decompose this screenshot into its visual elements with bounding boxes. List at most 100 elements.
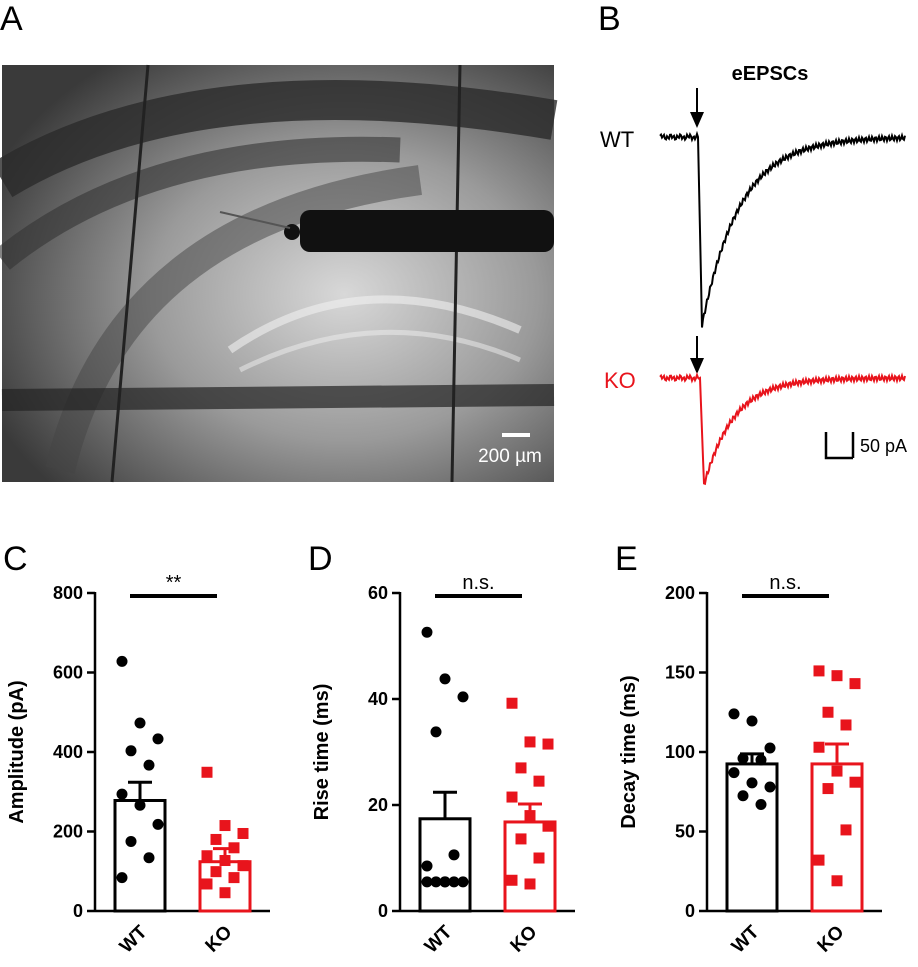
data-point [116, 872, 128, 884]
panel-label: D [308, 540, 333, 578]
data-point [542, 820, 554, 832]
data-point [515, 762, 527, 774]
data-point [210, 833, 222, 845]
data-point [533, 775, 545, 787]
data-point [201, 878, 213, 890]
data-point [506, 697, 518, 709]
data-point [457, 691, 469, 703]
data-point [152, 733, 164, 745]
data-point [849, 776, 861, 788]
data-point [143, 852, 155, 864]
trace [659, 130, 906, 328]
y-tick-label: 0 [378, 901, 388, 921]
stim-arrow [690, 88, 704, 374]
x-tick-label: KO [507, 922, 542, 957]
data-point [439, 673, 451, 685]
data-point [813, 665, 825, 677]
data-point [840, 824, 852, 836]
significance-label: n.s. [462, 572, 494, 594]
data-point [755, 754, 767, 766]
significance-label: n.s. [769, 572, 801, 594]
y-tick-label: 600 [53, 663, 83, 683]
y-tick-label: 60 [368, 583, 388, 603]
x-tick-label: WT [421, 921, 457, 957]
data-point [201, 850, 213, 862]
trace-title: eEPSCs [732, 63, 809, 85]
data-point [125, 745, 137, 757]
y-tick-label: 0 [73, 901, 83, 921]
trace [659, 371, 906, 486]
data-point [524, 810, 536, 822]
data-point [831, 765, 843, 777]
data-point [134, 717, 146, 729]
data-point [728, 708, 740, 720]
data-point [813, 854, 825, 866]
data-point [506, 874, 518, 886]
panel-label: B [598, 0, 621, 38]
data-point [219, 855, 231, 867]
data-point [746, 715, 758, 727]
data-point [143, 759, 155, 771]
data-point [134, 799, 146, 811]
data-point [764, 781, 776, 793]
data-point [506, 791, 518, 803]
data-point [457, 876, 469, 888]
data-point [533, 852, 545, 864]
data-point [755, 798, 767, 810]
y-tick-label: 40 [368, 689, 388, 709]
data-point [813, 741, 825, 753]
data-point [430, 726, 442, 738]
panel-label: E [615, 540, 638, 578]
data-point [116, 788, 128, 800]
y-tick-label: 400 [53, 742, 83, 762]
bar [113, 798, 167, 913]
data-point [524, 736, 536, 748]
y-tick-label: 200 [665, 583, 695, 603]
data-point [515, 833, 527, 845]
y-tick-label: 800 [53, 583, 83, 603]
scale-bar [824, 432, 855, 460]
data-point [201, 766, 213, 778]
y-axis-label: Rise time (ms) [311, 684, 333, 821]
panel-label: A [0, 0, 23, 38]
data-point [210, 866, 222, 878]
data-point [542, 738, 554, 750]
data-point [237, 827, 249, 839]
data-point [448, 876, 460, 888]
data-point [116, 655, 128, 667]
y-tick-label: 200 [53, 822, 83, 842]
data-point [831, 670, 843, 682]
data-point [448, 849, 460, 861]
data-point [219, 820, 231, 832]
y-tick-label: 20 [368, 795, 388, 815]
trace-label: KO [604, 368, 636, 393]
y-tick-label: 150 [665, 663, 695, 683]
y-axis-label: Amplitude (pA) [6, 680, 28, 823]
data-point [228, 872, 240, 884]
data-point [746, 777, 758, 789]
x-tick-label: WT [116, 921, 152, 957]
data-point [219, 887, 231, 899]
scale-bar-label: 200 µm [478, 446, 542, 467]
scale-bar-label: 50 pA [860, 436, 907, 456]
data-point [831, 875, 843, 887]
trace-label: WT [600, 127, 634, 152]
data-point [237, 860, 249, 872]
data-point [840, 719, 852, 731]
data-point [728, 767, 740, 779]
data-point [849, 678, 861, 690]
data-point [737, 752, 749, 764]
data-point [439, 876, 451, 888]
data-point [421, 626, 433, 638]
panel-label: C [3, 540, 28, 578]
data-point [421, 876, 433, 888]
y-tick-label: 50 [675, 822, 695, 842]
significance-label: ** [166, 572, 182, 594]
data-point [737, 790, 749, 802]
data-point [430, 876, 442, 888]
bar [503, 820, 557, 913]
x-tick-label: KO [202, 922, 237, 957]
data-point [764, 742, 776, 754]
